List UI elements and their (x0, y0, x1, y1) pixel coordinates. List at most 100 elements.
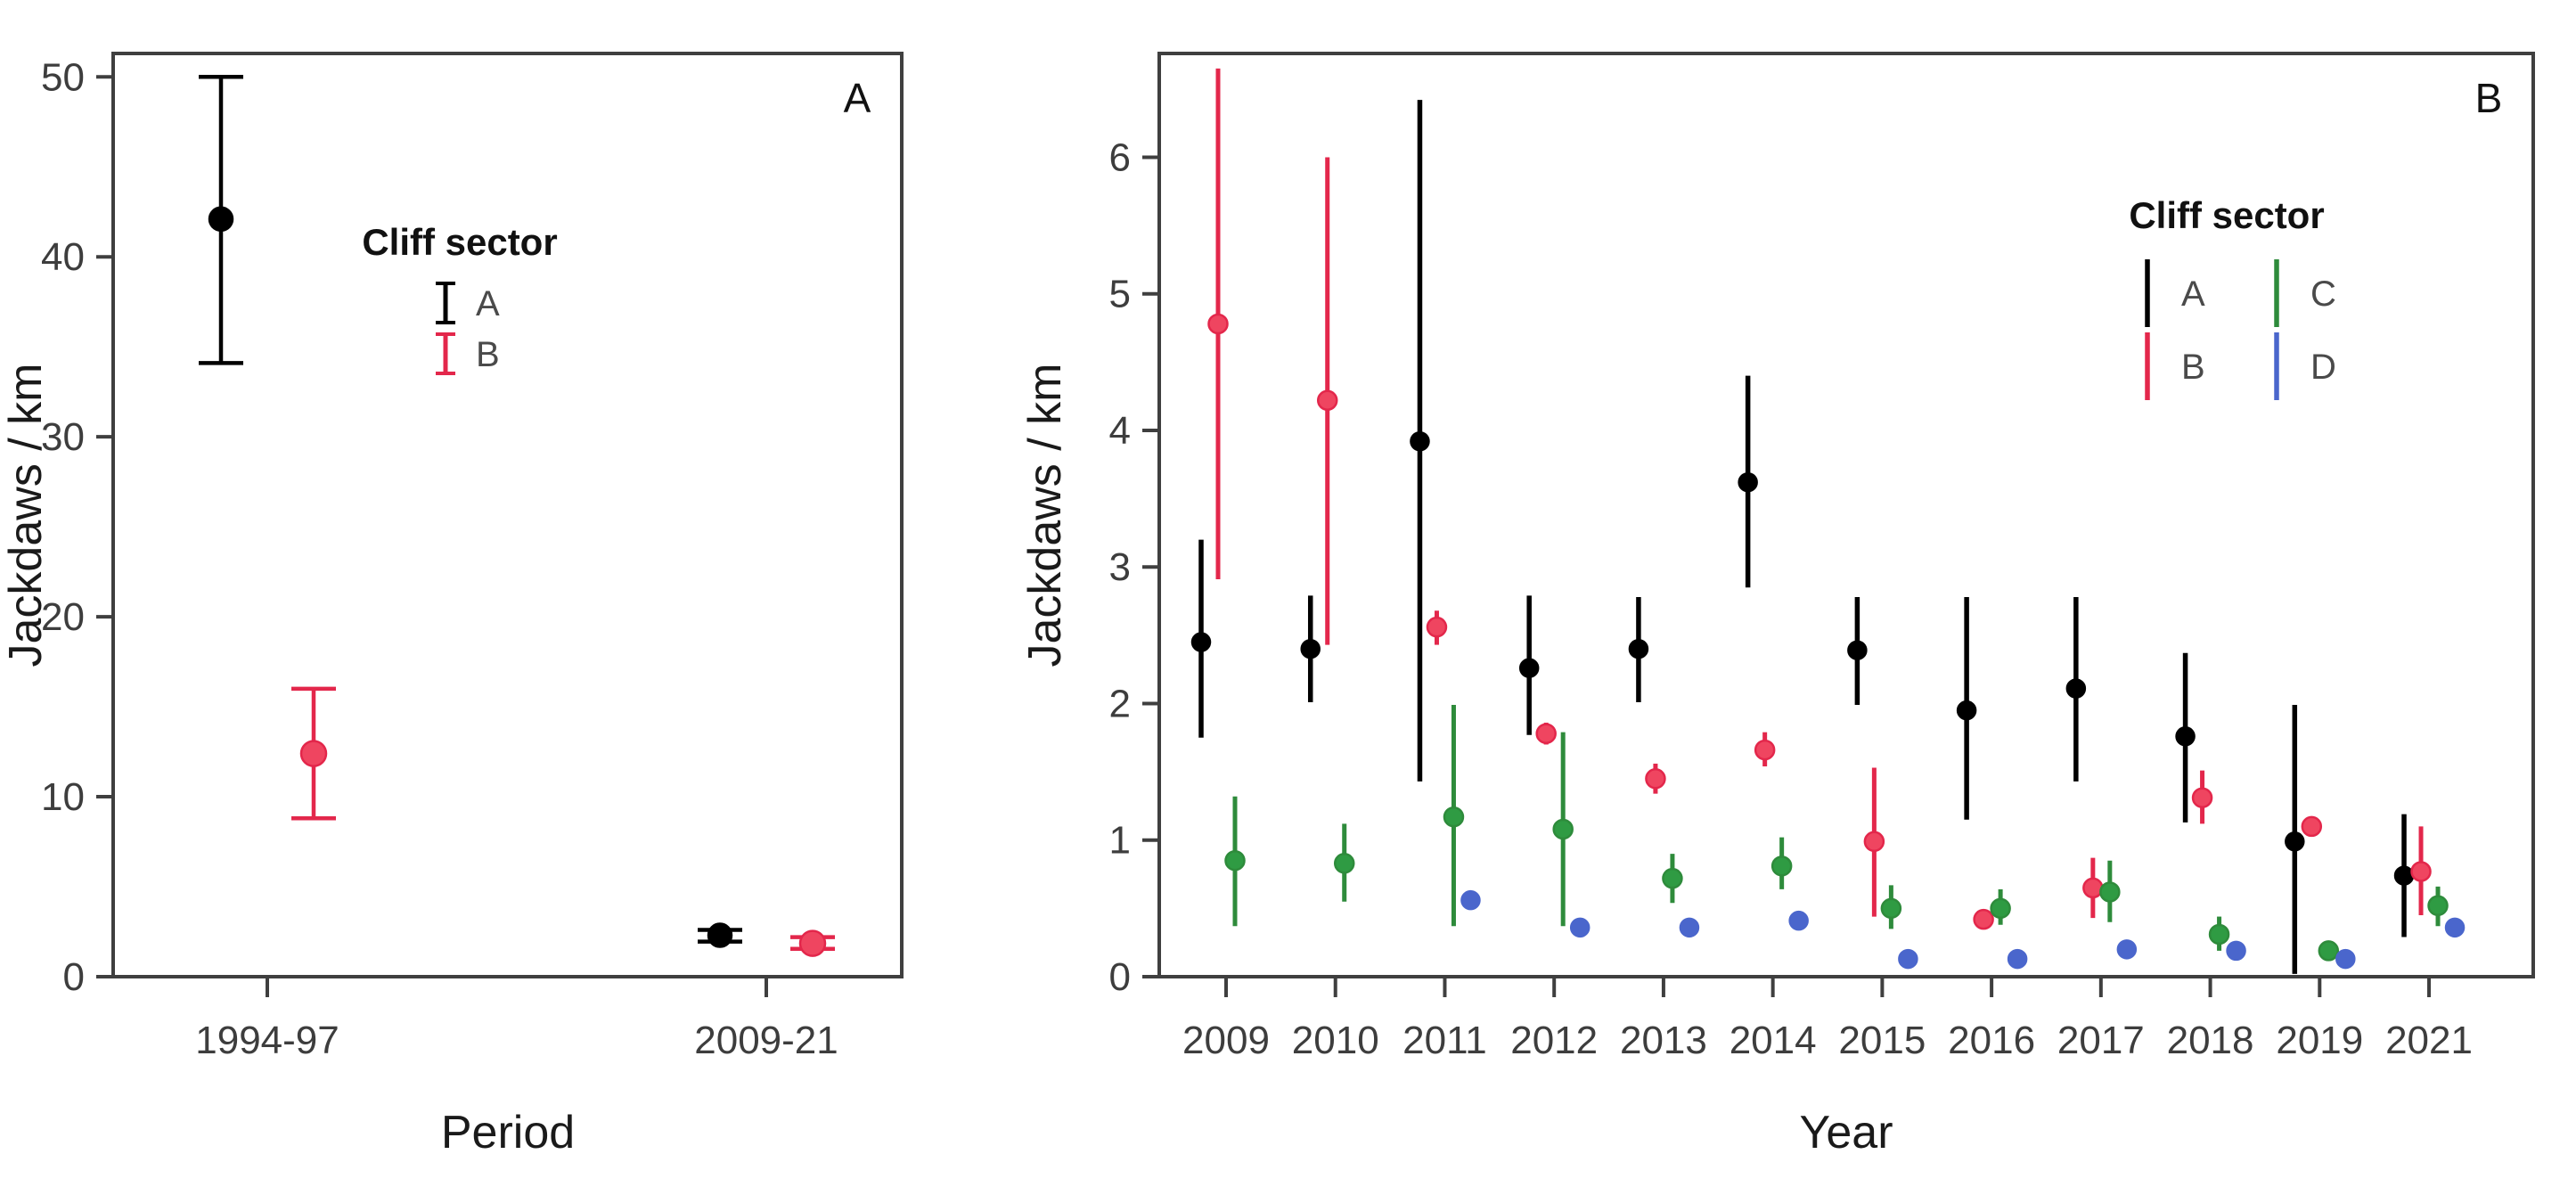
x-axis-title: Period (441, 1107, 575, 1158)
x-tick-label: 1994-97 (195, 1019, 339, 1062)
data-point (1628, 638, 1649, 659)
data-point (1207, 313, 1229, 335)
series-B (1207, 68, 2432, 930)
x-tick-label: 2017 (2057, 1019, 2145, 1062)
x-tick-label: 2009-21 (694, 1019, 838, 1062)
data-point (1316, 389, 1338, 412)
legend-label: B (476, 335, 500, 374)
x-tick-label: 2009 (1182, 1019, 1270, 1062)
panel-letter: B (2475, 75, 2503, 121)
legend-entry-A: A (2145, 259, 2205, 327)
panel-frame (111, 52, 904, 978)
data-point (2191, 787, 2213, 808)
x-tick-label: 2011 (1402, 1019, 1487, 1062)
data-point (1956, 700, 1977, 721)
x-axis-title: Year (1799, 1107, 1893, 1158)
x-tick-label: 2019 (2276, 1019, 2363, 1062)
data-point (1738, 471, 1758, 493)
y-tick-label: 5 (1109, 273, 1131, 316)
data-point (2335, 948, 2356, 970)
x-tick-label: 2014 (1730, 1019, 1817, 1062)
x-tick-label: 2012 (1510, 1019, 1598, 1062)
data-point (1645, 768, 1666, 790)
legend-entry-D: D (2274, 332, 2336, 400)
data-point (299, 740, 328, 767)
legend-title: Cliff sector (2129, 194, 2324, 236)
legend-label: A (476, 284, 500, 323)
legend-entry-B: B (436, 332, 500, 375)
data-point (1224, 849, 1246, 872)
y-tick-label: 10 (41, 775, 85, 819)
data-point (1190, 632, 1212, 652)
data-point (1863, 831, 1885, 853)
data-point (2301, 815, 2323, 838)
data-point (1662, 867, 1683, 889)
series-A (199, 75, 742, 948)
data-point (1847, 640, 1868, 660)
legend: Cliff sector AB (362, 221, 558, 375)
x-tick-label: 2021 (2385, 1019, 2473, 1062)
y-tick-label: 4 (1109, 409, 1131, 453)
data-point (1990, 897, 2011, 920)
legend-label: C (2310, 274, 2336, 314)
legend-entry-B: B (2145, 332, 2205, 400)
x-tick-label: 2016 (1948, 1019, 2035, 1062)
x-tick-label: 2010 (1292, 1019, 1379, 1062)
y-tick-label: 20 (41, 595, 85, 639)
data-point (1679, 917, 1700, 938)
legend-label: D (2310, 348, 2336, 387)
y-tick-label: 40 (41, 235, 85, 279)
data-point (1754, 739, 1776, 761)
data-point (2208, 923, 2230, 946)
data-point (1300, 638, 1321, 659)
data-point (208, 206, 234, 233)
y-tick-label: 50 (41, 55, 85, 99)
data-point (707, 922, 733, 948)
data-point (1333, 853, 1355, 874)
panel-letter: A (844, 75, 871, 121)
series-C (1224, 705, 2449, 962)
data-point (1410, 430, 1430, 452)
data-point (2007, 948, 2028, 970)
data-point (2099, 881, 2121, 903)
y-tick-label: 3 (1109, 545, 1131, 589)
x-tick-label: 2015 (1838, 1019, 1926, 1062)
data-point (1973, 908, 1994, 930)
data-point (1518, 658, 1540, 678)
y-axis-title: Jackdaws / km (1019, 364, 1071, 667)
data-point (1443, 806, 1465, 828)
data-point (2226, 940, 2246, 962)
y-axis-title: Jackdaws / km (0, 364, 52, 667)
legend-entry-C: C (2274, 259, 2336, 327)
data-point (2444, 917, 2466, 938)
y-tick-label: 0 (63, 955, 85, 999)
series-B (291, 686, 835, 957)
data-point (1535, 723, 1557, 744)
panel-frame (1157, 52, 2535, 978)
data-point (798, 929, 827, 957)
y-axis: 0 10 20 30 40 50 (41, 55, 113, 999)
x-axis: 1994-97 2009-21 (195, 977, 838, 1062)
data-point (2116, 939, 2138, 960)
x-tick-label: 2013 (1620, 1019, 1707, 1062)
y-tick-label: 30 (41, 415, 85, 459)
legend-title: Cliff sector (362, 221, 557, 263)
data-point (1770, 855, 1793, 877)
data-point (2285, 831, 2305, 852)
legend-entry-A: A (436, 282, 500, 324)
data-point (1460, 889, 1481, 911)
data-point (1880, 897, 1902, 920)
y-tick-label: 0 (1109, 955, 1131, 999)
y-tick-label: 2 (1109, 682, 1131, 725)
data-point (1426, 616, 1448, 638)
data-point (2318, 940, 2340, 962)
legend: Cliff sector AB CD (2129, 194, 2336, 400)
y-axis: 0 1 2 3 4 5 6 (1109, 135, 1159, 999)
data-point (2410, 861, 2432, 882)
y-tick-label: 6 (1109, 135, 1131, 179)
data-point (2065, 678, 2087, 699)
